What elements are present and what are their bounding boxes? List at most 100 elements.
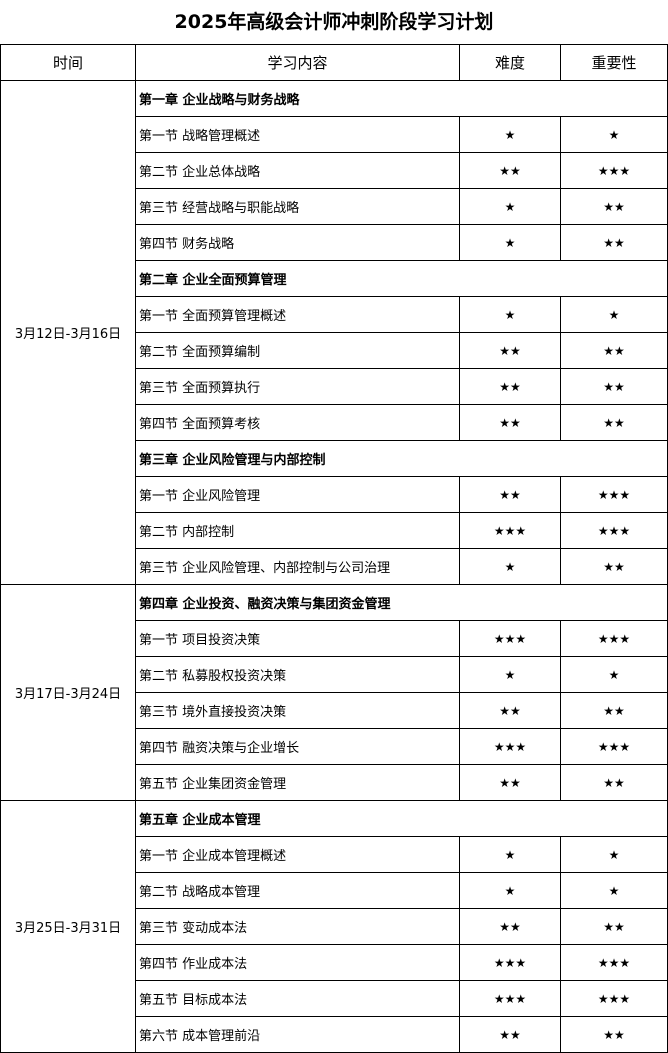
chapter-row: 3月12日-3月16日 第一章 企业战略与财务战略	[0, 80, 668, 585]
section-title: 第五节 目标成本法	[135, 980, 460, 1017]
chapter-title: 第三章 企业风险管理与内部控制	[135, 440, 668, 477]
section-row: 第五节 目标成本法 ★★★ ★★★	[1, 980, 668, 1017]
section-row: 第一节 企业风险管理 ★★ ★★★	[1, 476, 668, 513]
section-row: 第二节 私募股权投资决策 ★ ★	[1, 656, 668, 693]
difficulty-stars: ★	[459, 116, 561, 153]
importance-stars: ★★	[560, 188, 668, 225]
section-title: 第三节 经营战略与职能战略	[135, 188, 460, 225]
importance-stars: ★★	[560, 224, 668, 261]
difficulty-stars: ★★	[459, 476, 561, 513]
section-title: 第五节 企业集团资金管理	[135, 764, 460, 801]
section-row: 第三节 全面预算执行 ★★ ★★	[1, 368, 668, 405]
difficulty-stars: ★★★	[459, 620, 561, 657]
difficulty-stars: ★	[459, 836, 561, 873]
study-plan-table: 时间 学习内容 难度 重要性 3月12日-3月16日 第一章 企业战略与财务战略第…	[0, 44, 668, 1053]
section-row: 第一节 战略管理概述 ★ ★	[1, 116, 668, 153]
time-range-cell: 3月17日-3月24日	[0, 584, 136, 801]
difficulty-stars: ★	[459, 296, 561, 333]
difficulty-stars: ★★	[459, 1016, 561, 1053]
difficulty-stars: ★	[459, 656, 561, 693]
section-title: 第二节 内部控制	[135, 512, 460, 549]
difficulty-stars: ★	[459, 872, 561, 909]
importance-stars: ★★★	[560, 620, 668, 657]
importance-stars: ★	[560, 116, 668, 153]
difficulty-stars: ★★	[459, 368, 561, 405]
importance-stars: ★★	[560, 908, 668, 945]
importance-stars: ★★★	[560, 944, 668, 981]
chapter-row: 第三章 企业风险管理与内部控制	[1, 440, 668, 477]
importance-stars: ★★★	[560, 476, 668, 513]
header-importance: 重要性	[560, 44, 668, 81]
section-title: 第二节 战略成本管理	[135, 872, 460, 909]
importance-stars: ★★	[560, 368, 668, 405]
section-title: 第二节 全面预算编制	[135, 332, 460, 369]
section-title: 第四节 财务战略	[135, 224, 460, 261]
section-title: 第一节 企业成本管理概述	[135, 836, 460, 873]
section-row: 第六节 成本管理前沿 ★★ ★★	[1, 1016, 668, 1053]
chapter-row: 3月17日-3月24日 第四章 企业投资、融资决策与集团资金管理	[0, 584, 668, 801]
importance-stars: ★	[560, 836, 668, 873]
importance-stars: ★	[560, 656, 668, 693]
section-title: 第一节 全面预算管理概述	[135, 296, 460, 333]
importance-stars: ★★	[560, 548, 668, 585]
section-row: 第三节 变动成本法 ★★ ★★	[1, 908, 668, 945]
importance-stars: ★★	[560, 692, 668, 729]
header-content: 学习内容	[135, 44, 460, 81]
section-row: 第三节 境外直接投资决策 ★★ ★★	[1, 692, 668, 729]
difficulty-stars: ★★	[459, 332, 561, 369]
difficulty-stars: ★★	[459, 764, 561, 801]
importance-stars: ★★	[560, 1016, 668, 1053]
difficulty-stars: ★★★	[459, 980, 561, 1017]
difficulty-stars: ★	[459, 224, 561, 261]
header-difficulty: 难度	[459, 44, 561, 81]
importance-stars: ★★	[560, 764, 668, 801]
importance-stars: ★★	[560, 332, 668, 369]
chapter-title: 第一章 企业战略与财务战略	[135, 80, 668, 117]
time-range-cell: 3月12日-3月16日	[0, 80, 136, 585]
importance-stars: ★★	[560, 404, 668, 441]
section-row: 第四节 财务战略 ★ ★★	[1, 224, 668, 261]
section-title: 第一节 项目投资决策	[135, 620, 460, 657]
difficulty-stars: ★★★	[459, 944, 561, 981]
section-title: 第三节 企业风险管理、内部控制与公司治理	[135, 548, 460, 585]
section-title: 第二节 私募股权投资决策	[135, 656, 460, 693]
importance-stars: ★	[560, 296, 668, 333]
importance-stars: ★★★	[560, 980, 668, 1017]
importance-stars: ★★★	[560, 512, 668, 549]
section-row: 第四节 融资决策与企业增长 ★★★ ★★★	[1, 728, 668, 765]
difficulty-stars: ★	[459, 188, 561, 225]
section-title: 第二节 企业总体战略	[135, 152, 460, 189]
importance-stars: ★★★	[560, 152, 668, 189]
section-row: 第五节 企业集团资金管理 ★★ ★★	[1, 764, 668, 801]
difficulty-stars: ★★	[459, 692, 561, 729]
difficulty-stars: ★★	[459, 404, 561, 441]
difficulty-stars: ★★	[459, 152, 561, 189]
section-title: 第四节 全面预算考核	[135, 404, 460, 441]
section-title: 第一节 企业风险管理	[135, 476, 460, 513]
importance-stars: ★	[560, 872, 668, 909]
section-row: 第二节 企业总体战略 ★★ ★★★	[1, 152, 668, 189]
importance-stars: ★★★	[560, 728, 668, 765]
page-title: 2025年高级会计师冲刺阶段学习计划	[174, 11, 494, 33]
chapter-title: 第四章 企业投资、融资决策与集团资金管理	[135, 584, 668, 621]
section-title: 第六节 成本管理前沿	[135, 1016, 460, 1053]
chapter-title: 第五章 企业成本管理	[135, 800, 668, 837]
section-title: 第三节 全面预算执行	[135, 368, 460, 405]
header-time: 时间	[0, 44, 136, 81]
difficulty-stars: ★★	[459, 908, 561, 945]
section-row: 第三节 企业风险管理、内部控制与公司治理 ★ ★★	[1, 548, 668, 585]
difficulty-stars: ★	[459, 548, 561, 585]
section-title: 第一节 战略管理概述	[135, 116, 460, 153]
section-title: 第三节 境外直接投资决策	[135, 692, 460, 729]
chapter-row: 3月25日-3月31日 第五章 企业成本管理	[0, 800, 668, 1053]
time-range-cell: 3月25日-3月31日	[0, 800, 136, 1053]
difficulty-stars: ★★★	[459, 728, 561, 765]
section-title: 第四节 融资决策与企业增长	[135, 728, 460, 765]
section-title: 第四节 作业成本法	[135, 944, 460, 981]
difficulty-stars: ★★★	[459, 512, 561, 549]
section-title: 第三节 变动成本法	[135, 908, 460, 945]
section-row: 第四节 全面预算考核 ★★ ★★	[1, 404, 668, 441]
chapter-title: 第二章 企业全面预算管理	[135, 260, 668, 297]
header-row: 时间 学习内容 难度 重要性	[0, 44, 668, 81]
